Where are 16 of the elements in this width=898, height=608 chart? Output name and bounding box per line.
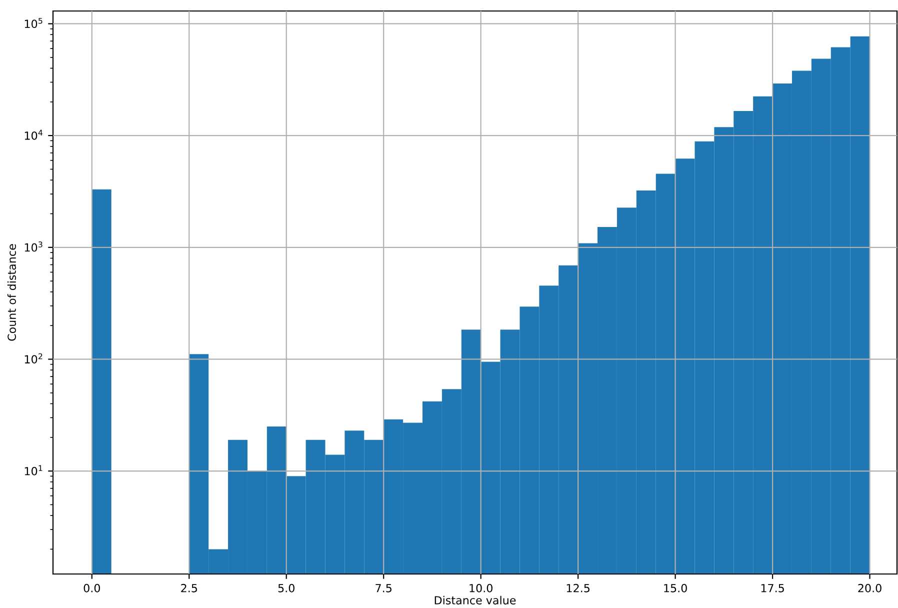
x-tick-label: 10.0 (470, 584, 492, 592)
y-tick-label: 10$^{3}$ (24, 241, 42, 252)
x-axis-title: Distance value (434, 596, 516, 604)
y-tick-label: 10$^{2}$ (24, 353, 42, 364)
x-tick-label: 0.0 (84, 584, 100, 592)
y-tick-label: 10$^{1}$ (24, 465, 42, 476)
x-tick-label: 7.5 (376, 584, 392, 592)
x-tick-label: 5.0 (278, 584, 294, 592)
x-tick-label: 17.5 (761, 584, 784, 592)
y-tick-label: 10$^{5}$ (24, 18, 42, 28)
x-tick-label: 2.5 (181, 584, 197, 592)
x-tick-label: 15.0 (664, 584, 687, 592)
x-tick-label: 12.5 (566, 584, 590, 592)
y-tick-label: 10$^{4}$ (24, 130, 42, 140)
x-tick-label: 20.0 (858, 584, 882, 592)
y-axis-title: Count of distance (7, 244, 16, 341)
